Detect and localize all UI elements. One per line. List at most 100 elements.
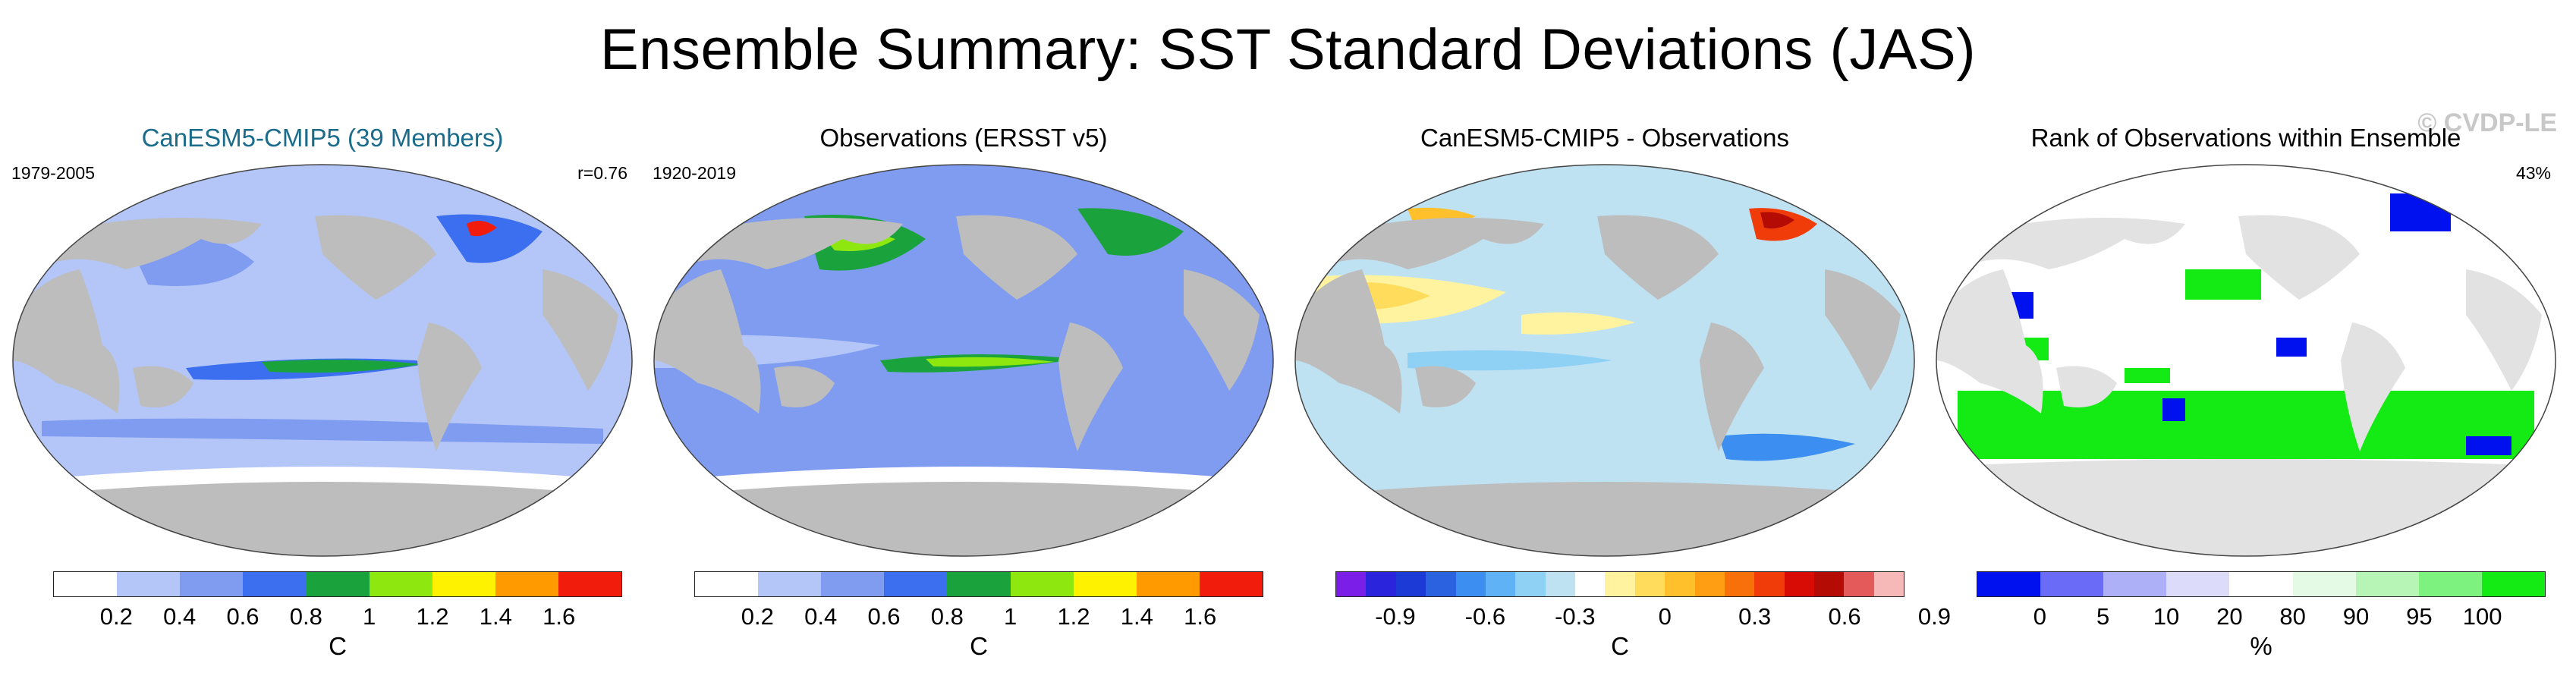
panel-title: Rank of Observations within Ensemble [2030, 124, 2461, 152]
map-border [1936, 164, 2556, 557]
panel-obs-std: Observations (ERSST v5) 1920-2019 0.2 0.4… [653, 118, 1275, 671]
colorbar-swatch [1136, 572, 1200, 596]
period-label: 1920-2019 [653, 163, 736, 183]
australia-land [1415, 366, 1476, 407]
panel-title: Observations (ERSST v5) [819, 124, 1108, 152]
colorbar-swatch [1010, 572, 1074, 596]
colorbar-swatch [821, 572, 885, 596]
colorbar-swatch [180, 572, 244, 596]
colorbar-unit: C [329, 632, 347, 660]
panel-difference: CanESM5-CMIP5 - Observations -0.9 -0.6 -0.… [1294, 118, 1951, 671]
colorbar-swatch [1366, 572, 1396, 596]
colorbar-swatch [1784, 572, 1814, 596]
colorbar-swatch [243, 572, 307, 596]
colorbar-ticks: -0.9 -0.6 -0.3 0 0.3 0.6 0.9 [1335, 603, 1951, 634]
south-america-land [1058, 322, 1123, 451]
colorbar-tick-label: 20 [2216, 603, 2243, 630]
map-border [1294, 164, 1915, 557]
colorbar-swatch [2418, 572, 2482, 596]
colorbar-swatch [2481, 572, 2545, 596]
colorbar-tick-label: 5 [2096, 603, 2110, 630]
colorbar-tick-label: 1.4 [1120, 603, 1153, 630]
colorbar-swatch [495, 572, 558, 596]
australia-land [2056, 366, 2117, 407]
world-map-obs-std [653, 164, 1274, 557]
world-map-rank [1936, 164, 2556, 557]
antarctica-land [13, 482, 632, 556]
world-map-model-std [12, 164, 633, 557]
polar-no-data [1936, 459, 2556, 556]
south-atlantic-cool [1719, 433, 1855, 461]
colorbar-swatch [884, 572, 948, 596]
colorbar-tick-label: 1.6 [1184, 603, 1217, 630]
colorbar-tick-label: 1.4 [479, 603, 512, 630]
antarctica-land [1295, 482, 1914, 556]
equatorial-pacific-core [262, 360, 421, 373]
colorbar-tick-label: 0 [2033, 603, 2046, 630]
south-america-land [417, 322, 482, 451]
colorbar-tick-label: 100 [2462, 603, 2502, 630]
main-title: Ensemble Summary: SST Standard Deviation… [599, 17, 1977, 82]
north-america-land [2238, 215, 2360, 300]
colorbar-swatch [1977, 572, 2041, 596]
north-america-land [315, 215, 436, 300]
colorbar-swatch [1634, 572, 1665, 596]
africa-europe-land [1936, 269, 2043, 413]
colorbar-tick-label: 0.6 [226, 603, 259, 630]
colorbar-tick-label: 0.8 [930, 603, 964, 630]
colorbar-ticks: 0.2 0.4 0.6 0.8 1 1.2 1.4 1.6 [53, 603, 622, 634]
colorbar [1335, 571, 1904, 597]
colorbar-swatch [1485, 572, 1516, 596]
colorbar-swatch [1665, 572, 1695, 596]
colorbar-unit: % [2250, 632, 2272, 660]
asia-land [698, 218, 903, 269]
colorbar-swatch [1395, 572, 1426, 596]
colorbar-swatch [432, 572, 495, 596]
colorbar-swatch [1426, 572, 1456, 596]
colorbar-tick-label: 0.6 [867, 603, 901, 630]
panel-rank: © CVDP-LE Rank of Observations within En… [1935, 108, 2557, 671]
equatorial-cool-anomaly [1408, 350, 1612, 371]
colorbar-tick-label: 1.2 [416, 603, 449, 630]
colorbar-ticks: 0.2 0.4 0.6 0.8 1 1.2 1.4 1.6 [694, 603, 1263, 634]
asia-land [57, 218, 262, 269]
australia-land [133, 366, 193, 407]
africa-europe-land [1295, 269, 1402, 413]
colorbar-tick-label: -0.3 [1555, 603, 1596, 630]
colorbar-swatch [947, 572, 1011, 596]
antarctica-land [654, 482, 1273, 556]
southern-ocean-high-rank [1958, 391, 2534, 459]
colorbar-tick-label: 95 [2406, 603, 2433, 630]
west-pacific-high-rank [2125, 368, 2170, 383]
map-border [12, 164, 633, 557]
panel-title: CanESM5-CMIP5 - Observations [1420, 124, 1789, 152]
colorbar-swatch [2355, 572, 2419, 596]
colorbar-swatch [54, 572, 118, 596]
colorbar-tick-label: 0.4 [804, 603, 838, 630]
colorbar-swatch [2292, 572, 2356, 596]
period-label: 1979-2005 [11, 163, 95, 183]
south-atlantic-low-rank [2466, 436, 2512, 455]
north-america-land [956, 215, 1077, 300]
africa-east-land [2466, 269, 2542, 391]
colorbar-swatch [1814, 572, 1845, 596]
colorbar-tick-label: 0 [1658, 603, 1672, 630]
south-america-land [2341, 322, 2405, 451]
south-pacific-low-rank [2162, 398, 2185, 421]
colorbar-tick-label: 0.6 [1828, 603, 1861, 630]
colorbar-unit: C [970, 632, 988, 660]
colorbar-swatch [1575, 572, 1606, 596]
colorbar-swatch [306, 572, 370, 596]
equatorial-pacific-core [926, 357, 1055, 367]
colorbar-swatch [1336, 572, 1367, 596]
world-map-difference [1294, 164, 1915, 557]
labrador-sea-hotspot [1760, 212, 1794, 229]
colorbar-tick-label: 0.9 [1917, 603, 1952, 630]
map-border [653, 164, 1274, 557]
colorbar-tick-label: 1 [363, 603, 376, 630]
colorbar-swatch [117, 572, 181, 596]
colorbar [53, 571, 622, 597]
colorbar-tick-label: 1.6 [543, 603, 576, 630]
colorbar-swatch [1545, 572, 1575, 596]
africa-east-land [1825, 269, 1901, 391]
